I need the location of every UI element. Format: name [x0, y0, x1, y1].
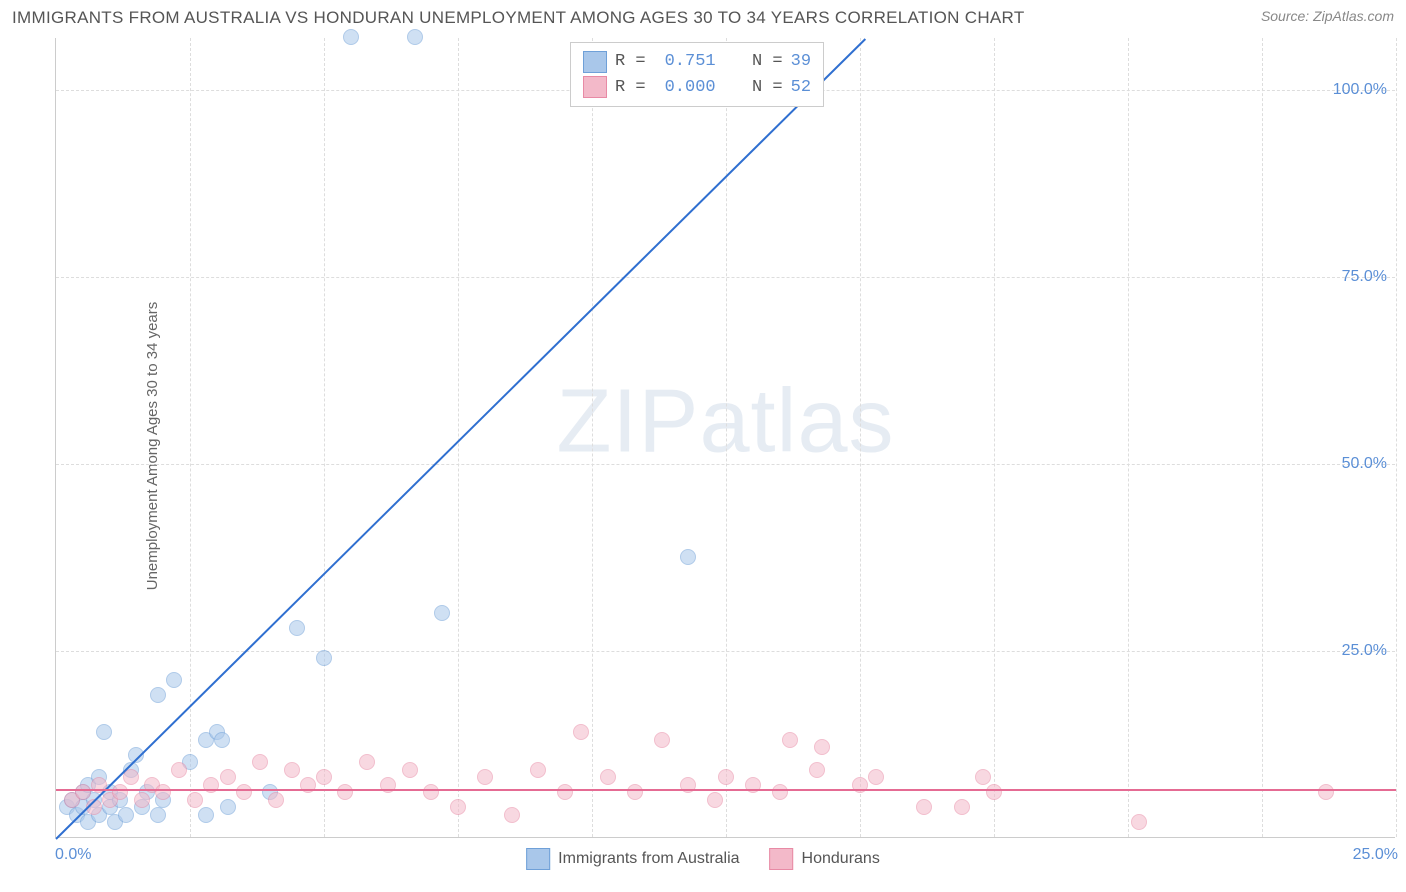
- grid-line: [726, 38, 727, 837]
- x-end-label: 25.0%: [1353, 846, 1398, 864]
- scatter-point: [198, 807, 214, 823]
- scatter-point: [718, 769, 734, 785]
- scatter-point: [423, 784, 439, 800]
- scatter-point: [477, 769, 493, 785]
- y-tick-label: 100.0%: [1333, 81, 1387, 99]
- scatter-point: [289, 620, 305, 636]
- grid-line: [592, 38, 593, 837]
- scatter-point: [316, 769, 332, 785]
- scatter-point: [407, 29, 423, 45]
- scatter-point: [814, 739, 830, 755]
- scatter-point: [236, 784, 252, 800]
- scatter-point: [1131, 814, 1147, 830]
- grid-line: [994, 38, 995, 837]
- scatter-point: [171, 762, 187, 778]
- legend-r-label: R =: [615, 75, 646, 101]
- grid-line: [1262, 38, 1263, 837]
- scatter-point: [316, 650, 332, 666]
- scatter-point: [150, 807, 166, 823]
- scatter-point: [155, 784, 171, 800]
- scatter-point: [337, 784, 353, 800]
- legend-row: R = 0.751 N = 39: [583, 49, 811, 75]
- grid-line: [1396, 38, 1397, 837]
- scatter-point: [654, 732, 670, 748]
- scatter-point: [118, 807, 134, 823]
- scatter-point: [627, 784, 643, 800]
- scatter-point: [600, 769, 616, 785]
- grid-line: [1128, 38, 1129, 837]
- legend-n-label: N =: [752, 49, 783, 75]
- scatter-point: [504, 807, 520, 823]
- scatter-point: [954, 799, 970, 815]
- scatter-point: [868, 769, 884, 785]
- scatter-point: [916, 799, 932, 815]
- scatter-point: [772, 784, 788, 800]
- scatter-point: [150, 687, 166, 703]
- y-tick-label: 25.0%: [1342, 642, 1387, 660]
- y-tick-label: 50.0%: [1342, 455, 1387, 473]
- scatter-point: [343, 29, 359, 45]
- scatter-point: [1318, 784, 1334, 800]
- trend-line: [56, 789, 1396, 791]
- scatter-point: [680, 549, 696, 565]
- legend-series-name: Hondurans: [802, 850, 880, 868]
- scatter-point: [134, 792, 150, 808]
- scatter-chart: ZIPatlas 25.0%50.0%75.0%100.0%: [55, 38, 1395, 838]
- scatter-point: [220, 769, 236, 785]
- scatter-point: [402, 762, 418, 778]
- scatter-point: [434, 605, 450, 621]
- legend-item: Immigrants from Australia: [526, 848, 739, 870]
- legend-swatch: [583, 51, 607, 73]
- legend-n-value: 52: [791, 75, 811, 101]
- legend-swatch: [526, 848, 550, 870]
- scatter-point: [573, 724, 589, 740]
- scatter-point: [75, 784, 91, 800]
- legend-n-value: 39: [791, 49, 811, 75]
- bottom-legend: Immigrants from Australia Hondurans: [516, 848, 890, 870]
- grid-line: [190, 38, 191, 837]
- legend-item: Hondurans: [770, 848, 880, 870]
- scatter-point: [557, 784, 573, 800]
- legend-r-label: R =: [615, 49, 646, 75]
- scatter-point: [112, 784, 128, 800]
- legend-row: R = 0.000 N = 52: [583, 75, 811, 101]
- grid-line: [860, 38, 861, 837]
- scatter-point: [96, 724, 112, 740]
- scatter-point: [252, 754, 268, 770]
- scatter-point: [975, 769, 991, 785]
- scatter-point: [530, 762, 546, 778]
- scatter-point: [220, 799, 236, 815]
- legend-r-value: 0.000: [654, 75, 716, 101]
- scatter-point: [707, 792, 723, 808]
- legend-series-name: Immigrants from Australia: [558, 850, 739, 868]
- legend-n-label: N =: [752, 75, 783, 101]
- scatter-point: [284, 762, 300, 778]
- chart-title: IMMIGRANTS FROM AUSTRALIA VS HONDURAN UN…: [12, 8, 1025, 28]
- scatter-point: [166, 672, 182, 688]
- scatter-point: [359, 754, 375, 770]
- scatter-point: [187, 792, 203, 808]
- scatter-point: [268, 792, 284, 808]
- legend-swatch: [770, 848, 794, 870]
- grid-line: [324, 38, 325, 837]
- scatter-point: [214, 732, 230, 748]
- scatter-point: [809, 762, 825, 778]
- y-tick-label: 75.0%: [1342, 268, 1387, 286]
- legend-swatch: [583, 76, 607, 98]
- source-label: Source: ZipAtlas.com: [1261, 8, 1394, 24]
- scatter-point: [782, 732, 798, 748]
- scatter-point: [986, 784, 1002, 800]
- correlation-legend: R = 0.751 N = 39 R = 0.000 N = 52: [570, 42, 824, 107]
- trend-line: [55, 38, 866, 839]
- scatter-point: [450, 799, 466, 815]
- legend-r-value: 0.751: [654, 49, 716, 75]
- x-origin-label: 0.0%: [55, 846, 91, 864]
